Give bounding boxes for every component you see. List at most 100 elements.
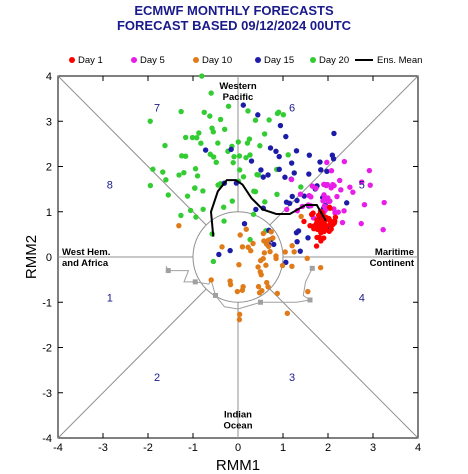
point-day-5 bbox=[366, 167, 373, 174]
point-day-10 bbox=[263, 262, 269, 268]
region-label-maritime-continent-line: Maritime bbox=[375, 247, 414, 258]
point-day-15 bbox=[318, 167, 324, 173]
point-day-5 bbox=[325, 195, 331, 201]
point-day-20 bbox=[196, 130, 202, 136]
point-day-1 bbox=[309, 211, 315, 218]
y-tick-label: -3 bbox=[42, 388, 52, 400]
point-day-20 bbox=[230, 159, 236, 166]
point-day-10 bbox=[267, 248, 273, 255]
point-day-1 bbox=[314, 217, 320, 223]
point-day-15 bbox=[216, 251, 222, 258]
x-axis-label: RMM1 bbox=[216, 457, 260, 474]
x-tick-label: 3 bbox=[370, 442, 376, 454]
y-tick-label: 4 bbox=[46, 71, 52, 83]
point-day-10 bbox=[239, 244, 246, 250]
point-day-1 bbox=[307, 222, 313, 229]
point-day-5 bbox=[328, 185, 334, 191]
point-day-5 bbox=[297, 191, 304, 197]
point-day-15 bbox=[283, 199, 290, 205]
x-tick-label: -4 bbox=[53, 442, 63, 454]
point-day-10 bbox=[317, 264, 324, 271]
point-day-10 bbox=[289, 243, 295, 249]
point-day-20 bbox=[257, 143, 263, 149]
point-day-20 bbox=[243, 154, 249, 161]
point-day-5 bbox=[331, 206, 337, 212]
point-day-1 bbox=[318, 238, 324, 244]
x-tick-label: 1 bbox=[280, 442, 286, 454]
point-day-20 bbox=[235, 139, 241, 145]
point-day-10 bbox=[279, 262, 286, 269]
point-day-5 bbox=[381, 199, 387, 206]
point-day-15 bbox=[291, 170, 297, 176]
legend-marker bbox=[69, 57, 75, 63]
point-day-20 bbox=[209, 125, 215, 131]
point-day-20 bbox=[193, 214, 199, 220]
point-day-10 bbox=[257, 257, 264, 264]
point-day-15 bbox=[260, 174, 266, 180]
point-day-1 bbox=[321, 228, 327, 235]
point-day-5 bbox=[341, 208, 347, 214]
point-day-15 bbox=[267, 145, 274, 151]
point-day-15 bbox=[277, 122, 284, 129]
point-day-20 bbox=[210, 258, 217, 265]
point-day-15 bbox=[258, 167, 264, 173]
point-day-10 bbox=[243, 226, 249, 232]
point-day-5 bbox=[321, 181, 327, 188]
observed-marker bbox=[307, 297, 313, 303]
observed-marker bbox=[213, 292, 218, 298]
point-day-10 bbox=[270, 235, 276, 241]
plot-labels: 1 2 3 4 5 6 7 8 Western Pacific Maritime Continent I… bbox=[62, 81, 415, 432]
y-tick-label: 1 bbox=[46, 207, 52, 219]
point-day-15 bbox=[324, 168, 330, 175]
phase-number-3: 3 bbox=[289, 372, 295, 384]
point-day-15 bbox=[283, 133, 289, 140]
point-day-20 bbox=[194, 173, 201, 179]
region-label-indian-ocean-line: Indian bbox=[224, 410, 252, 421]
point-day-15 bbox=[343, 200, 350, 206]
point-day-1 bbox=[322, 223, 328, 229]
x-tick-label: 0 bbox=[235, 442, 241, 454]
point-day-15 bbox=[295, 228, 302, 234]
y-tick-label: -1 bbox=[42, 297, 52, 309]
point-day-10 bbox=[291, 249, 297, 255]
point-day-15 bbox=[289, 193, 295, 200]
x-tick-label: 4 bbox=[415, 442, 421, 454]
y-tick-label: 0 bbox=[46, 252, 52, 264]
point-day-15 bbox=[294, 238, 300, 245]
y-tick-label: -2 bbox=[42, 343, 52, 355]
observed-marker bbox=[192, 279, 198, 285]
point-day-10 bbox=[208, 277, 214, 283]
point-day-15 bbox=[294, 197, 300, 204]
observed-marker bbox=[309, 265, 315, 271]
point-day-10 bbox=[234, 288, 241, 295]
point-day-15 bbox=[202, 147, 209, 153]
point-day-5 bbox=[358, 220, 364, 227]
point-day-1 bbox=[313, 243, 320, 249]
phase-boundary-line bbox=[57, 288, 207, 439]
point-day-10 bbox=[258, 271, 264, 278]
point-day-20 bbox=[221, 218, 227, 224]
point-day-5 bbox=[334, 193, 340, 200]
legend: Day 1 Day 5 Day 10 Day 15 Day 20 Ens. Mean bbox=[69, 55, 422, 66]
point-day-10 bbox=[305, 288, 311, 295]
point-day-20 bbox=[276, 109, 282, 115]
point-day-20 bbox=[298, 184, 304, 190]
point-day-20 bbox=[247, 236, 253, 243]
point-day-20 bbox=[200, 206, 206, 212]
point-day-10 bbox=[255, 283, 262, 290]
point-day-20 bbox=[207, 151, 213, 157]
legend-label-day-15: Day 15 bbox=[264, 55, 294, 66]
point-day-5 bbox=[284, 206, 290, 213]
point-day-20 bbox=[221, 204, 227, 210]
point-day-15 bbox=[241, 220, 248, 227]
point-day-10 bbox=[264, 279, 270, 286]
ens-mean-line bbox=[209, 179, 327, 237]
point-day-10 bbox=[260, 230, 267, 237]
point-day-20 bbox=[221, 126, 228, 133]
point-day-10 bbox=[219, 244, 225, 250]
observed-trajectory bbox=[165, 265, 315, 310]
point-day-20 bbox=[199, 73, 205, 79]
point-day-15 bbox=[265, 172, 271, 178]
observed-marker bbox=[258, 299, 263, 305]
